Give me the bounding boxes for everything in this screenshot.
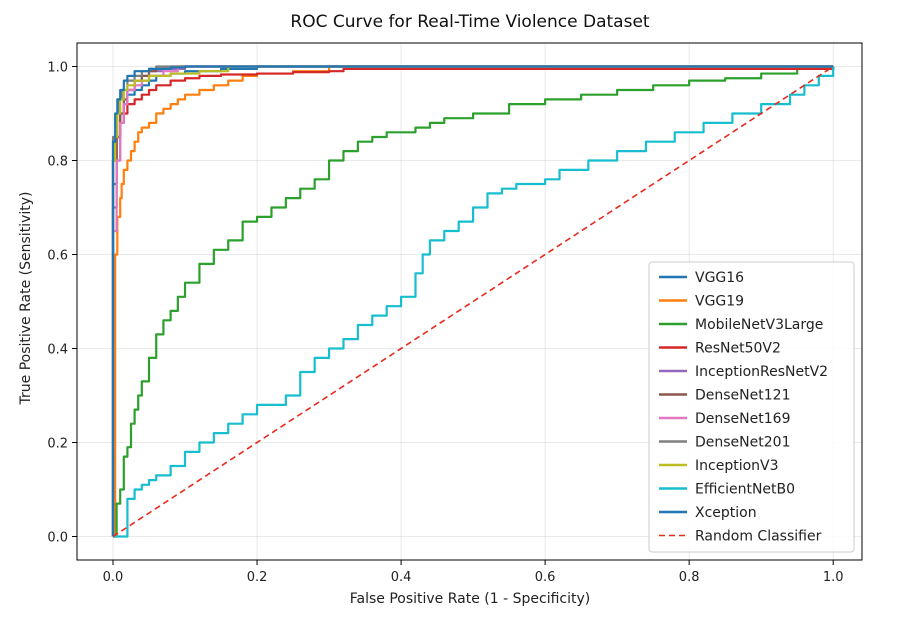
y-tick-label: 0.6	[47, 249, 68, 264]
y-tick-label: 1.0	[47, 61, 68, 76]
legend-label: DenseNet121	[695, 388, 790, 404]
x-tick-label: 1.0	[823, 570, 844, 585]
x-tick-label: 0.2	[247, 570, 268, 585]
x-tick-label: 0.6	[535, 570, 556, 585]
legend-label: Xception	[695, 505, 757, 521]
legend-label: MobileNetV3Large	[695, 317, 823, 333]
x-tick-label: 0.4	[391, 570, 412, 585]
legend-label: DenseNet201	[695, 435, 790, 451]
legend-label: DenseNet169	[695, 411, 790, 427]
x-tick-label: 0.8	[679, 570, 700, 585]
legend-label: ResNet50V2	[695, 341, 781, 357]
series-line-inceptionv3	[111, 65, 834, 537]
chart-title: ROC Curve for Real-Time Violence Dataset	[290, 12, 649, 32]
legend-label: InceptionResNetV2	[695, 364, 828, 380]
series-lines	[111, 65, 835, 538]
series-line-mobilenetv3large	[113, 66, 835, 538]
y-tick-label: 0.4	[47, 343, 68, 358]
legend-label: InceptionV3	[695, 458, 779, 474]
legend: VGG16 VGG19 MobileNetV3Large ResNet50V2 Ince…	[648, 261, 855, 553]
legend-label: EfficientNetB0	[695, 482, 795, 498]
legend-label: VGG16	[695, 270, 744, 286]
legend-box	[648, 261, 855, 553]
legend-label: VGG19	[695, 294, 744, 310]
series-line-random-classifier	[112, 65, 834, 538]
series-line-efficientnetb0	[113, 66, 835, 538]
series-line-densenet169	[111, 65, 834, 537]
series-line-vgg19	[113, 65, 834, 538]
series-line-xception	[111, 65, 834, 537]
x-tick-label: 0.0	[103, 570, 124, 585]
axis-ticks: 0.0 0.2 0.4 0.6 0.8 1.0 0.0 0.2 0.4 0.6 0.8 1.0	[47, 61, 843, 586]
y-tick-label: 0.2	[47, 437, 68, 452]
y-axis-title: True Positive Rate (Sensitivity)	[18, 192, 34, 406]
plot-frame	[76, 42, 863, 561]
y-tick-label: 0.8	[47, 155, 68, 170]
y-tick-label: 0.0	[47, 531, 68, 546]
legend-label: Random Classifier	[695, 529, 822, 545]
x-axis-title: False Positive Rate (1 - Specificity)	[350, 591, 591, 607]
